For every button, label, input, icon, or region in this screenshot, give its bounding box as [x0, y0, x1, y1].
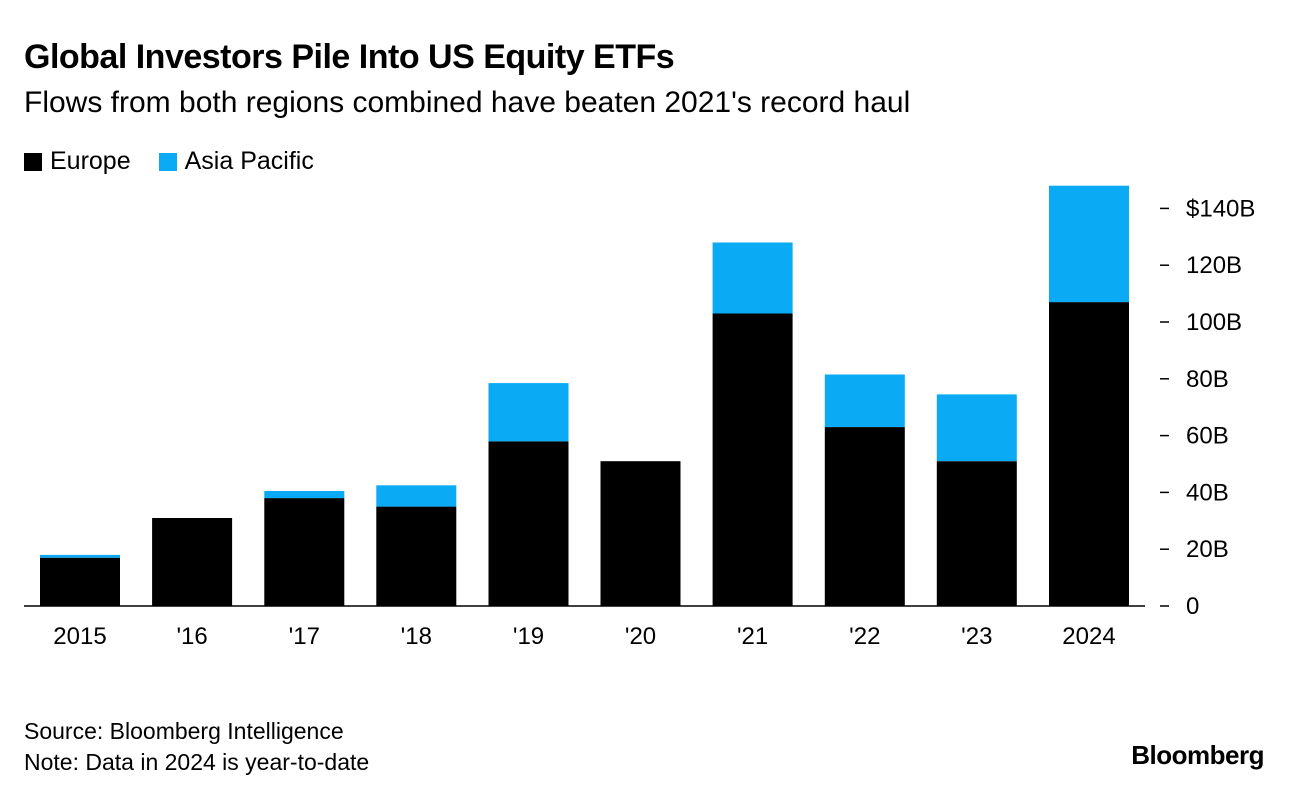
bar-europe-7 — [824, 427, 905, 606]
bar-europe-2 — [264, 498, 345, 606]
x-tick-label-2: '17 — [289, 623, 320, 650]
bar-europe-8 — [936, 461, 1017, 606]
x-tick-label-3: '18 — [401, 623, 432, 650]
bar-europe-5 — [600, 461, 681, 606]
bar-asia-pacific-3 — [376, 485, 457, 507]
x-tick-label-0: 2015 — [53, 623, 106, 650]
bar-europe-0 — [40, 557, 120, 606]
legend-item-europe: Europe — [24, 147, 131, 176]
chart-subtitle: Flows from both regions combined have be… — [24, 86, 911, 119]
chart-title: Global Investors Pile Into US Equity ETF… — [24, 38, 675, 76]
y-tick-label-2: 40B — [1186, 479, 1229, 506]
legend-label-europe: Europe — [50, 147, 131, 175]
legend-swatch-asia-pacific — [158, 152, 177, 171]
bar-asia-pacific-6 — [712, 242, 793, 314]
y-tick-label-7: $140B — [1186, 195, 1255, 222]
bar-asia-pacific-7 — [824, 374, 905, 427]
x-tick-label-5: '20 — [625, 623, 656, 650]
legend-swatch-europe — [24, 152, 42, 171]
y-tick-label-5: 100B — [1186, 309, 1242, 336]
legend-label-asia-pacific: Asia Pacific — [184, 147, 314, 175]
bar-asia-pacific-8 — [936, 394, 1017, 462]
x-tick-label-7: '22 — [849, 623, 880, 650]
note-text: Note: Data in 2024 is year-to-date — [24, 749, 370, 775]
y-tick-label-1: 20B — [1186, 536, 1229, 563]
bar-asia-pacific-2 — [264, 491, 345, 499]
x-tick-label-4: '19 — [513, 623, 544, 650]
bar-europe-4 — [488, 441, 569, 606]
bar-europe-6 — [712, 313, 793, 606]
y-tick-label-6: 120B — [1186, 252, 1242, 279]
bar-europe-3 — [376, 506, 457, 606]
legend: Europe Asia Pacific — [24, 147, 342, 176]
x-tick-label-1: '16 — [176, 623, 207, 650]
x-tick-label-6: '21 — [737, 623, 768, 650]
footnotes: Source: Bloomberg Intelligence Note: Dat… — [24, 716, 369, 778]
y-tick-label-0: 0 — [1186, 593, 1199, 620]
y-tick-label-3: 60B — [1186, 423, 1229, 450]
x-tick-label-9: 2024 — [1062, 623, 1115, 650]
y-tick-label-4: 80B — [1186, 366, 1229, 393]
bar-europe-9 — [1049, 302, 1129, 606]
bar-asia-pacific-0 — [40, 554, 120, 558]
bloomberg-logo: Bloomberg — [1131, 740, 1264, 770]
bar-asia-pacific-9 — [1049, 185, 1129, 303]
x-tick-label-8: '23 — [961, 623, 992, 650]
legend-item-asia-pacific: Asia Pacific — [158, 147, 314, 176]
source-text: Source: Bloomberg Intelligence — [24, 718, 344, 744]
bar-europe-1 — [152, 518, 233, 606]
bar-asia-pacific-4 — [488, 383, 569, 442]
